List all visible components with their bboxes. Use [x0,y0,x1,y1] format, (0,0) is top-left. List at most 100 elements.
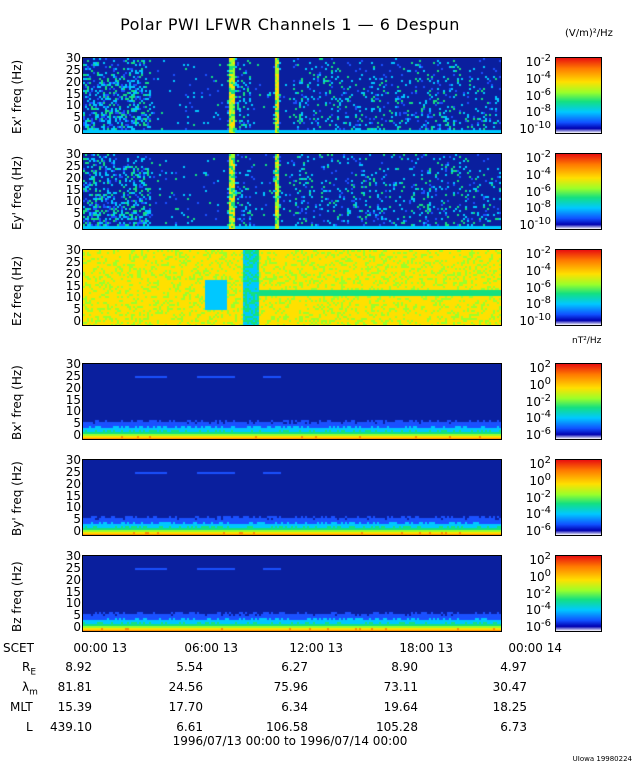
ephem-label-sub: m [29,687,38,698]
colorbar-tick-exponent: -6 [541,182,551,194]
colorbar-tick-exponent: 0 [544,567,551,579]
colorbar-tick-exponent: -2 [541,245,551,256]
colorbar-tick-base: 10 [525,490,542,505]
ephem-label-1: λm [22,680,38,697]
colorbar-tick-by-2: 10-2 [505,489,551,505]
spectrogram-ez [82,249,502,326]
ytick-bz-5: 5 [73,608,81,623]
colorbar-tick-exponent: -8 [541,103,551,115]
ytick-ey-30: 30 [65,147,81,161]
colorbar-tick-bz-0: 102 [505,551,551,567]
colorbar-tick-base: 10 [525,603,542,618]
spectrogram-image-bx [83,364,501,439]
ytick-bz-20: 20 [65,572,81,587]
ephem-label-2: MLT [10,700,33,714]
ytick-ex-5: 5 [73,110,81,125]
colorbar-tick-base: 10 [529,457,545,471]
xtick-1: 06:00 13 [184,641,238,655]
credit-label: UIowa 19980224 [572,755,632,763]
colorbar-tick-exponent: -6 [541,86,551,98]
colorbar-tick-base: 10 [525,586,542,601]
colorbar-tick-base: 10 [525,507,542,522]
ephem-value-1-4: 30.47 [492,680,527,694]
ephem-label-text: L [26,720,33,734]
ytick-ex-30: 30 [65,51,81,65]
ephem-label-3: L [26,720,33,734]
colorbar-tick-exponent: 0 [544,471,551,483]
ephem-value-2-0: 15.39 [57,700,92,714]
colorbar-tick-exponent: -4 [541,165,551,177]
colorbar-tick-ez-2: 10-6 [505,279,551,295]
ytick-ex-0: 0 [73,122,81,136]
ytick-by-20: 20 [65,476,81,491]
ephem-value-0-4: 4.97 [500,660,527,674]
colorbar-tick-bz-4: 10-6 [505,618,551,634]
colorbar-tick-base: 10 [525,263,542,278]
colorbar-tick-exponent: -2 [541,584,551,596]
spectrogram-by [82,459,502,536]
ephem-value-0-2: 6.27 [281,660,308,674]
colorbar-tick-base: 10 [525,524,542,538]
ytick-by-30: 30 [65,453,81,467]
ephem-value-2-1: 17.70 [168,700,203,714]
ephem-value-2-3: 19.64 [383,700,418,714]
xlabel-scet: SCET [3,641,34,655]
colorbar-tick-exponent: -4 [541,409,551,421]
colorbar-tick-base: 10 [519,122,535,136]
colorbar-tick-bx-1: 100 [505,376,551,392]
colorbar-tick-exponent: 0 [544,375,551,387]
colorbar-tick-base: 10 [529,473,545,488]
colorbar-tick-exponent: -4 [541,69,551,81]
ephem-label-text: R [22,660,31,674]
spectrogram-image-ex [83,58,501,133]
colorbar-tick-exponent: -4 [541,261,551,273]
ytick-bx-5: 5 [73,416,81,431]
ephem-value-3-4: 6.73 [500,720,527,734]
ytick-bz-25: 25 [65,560,81,575]
ylabel-bx: Bx' freq (Hz) [10,365,24,440]
spectrogram-image-ez [83,250,501,325]
colorbar-tick-base: 10 [529,569,545,584]
colorbar-tick-ex-0: 10-2 [505,53,551,69]
colorbar-tick-exponent: -6 [541,278,551,290]
b-field-colorbar-unit: nT²/Hz [572,336,602,346]
colorbar-tick-exponent: -10 [534,216,551,227]
ylabel-by: By' freq (Hz) [10,461,24,536]
ytick-ex-10: 10 [65,98,81,113]
colorbar-tick-base: 10 [525,55,542,69]
colorbar-tick-base: 10 [519,218,535,232]
colorbar-ey [555,153,602,230]
ephem-label-0: RE [22,660,36,677]
ytick-ey-10: 10 [65,194,81,209]
spectrogram-image-ey [83,154,501,229]
ytick-ey-5: 5 [73,206,81,221]
colorbar-tick-exponent: -10 [534,312,551,323]
colorbar-tick-exponent: -2 [541,392,551,404]
colorbar-tick-base: 10 [525,620,542,634]
ytick-ez-10: 10 [65,290,81,305]
xtick-0: 00:00 13 [73,641,127,655]
colorbar-tick-bx-4: 10-6 [505,426,551,442]
ytick-ez-20: 20 [65,266,81,281]
colorbar-tick-bz-1: 100 [505,568,551,584]
colorbar-tick-exponent: 2 [544,359,551,370]
ytick-bz-30: 30 [65,549,81,563]
colorbar-bz [555,555,602,632]
figure-title: Polar PWI LFWR Channels 1 — 6 Despun [120,15,460,34]
ytick-by-25: 25 [65,464,81,479]
colorbar-tick-ey-2: 10-6 [505,183,551,199]
ephem-value-2-2: 6.34 [281,700,308,714]
ephem-value-2-4: 18.25 [492,700,527,714]
ytick-by-5: 5 [73,512,81,527]
colorbar-ez [555,249,602,326]
ytick-ey-15: 15 [65,182,81,197]
ylabel-ez: Ez freq (Hz) [10,255,24,326]
colorbar-tick-base: 10 [525,184,542,199]
colorbar-tick-exponent: -10 [534,120,551,131]
colorbar-tick-ey-4: 10-10 [505,216,551,232]
ephem-value-1-3: 73.11 [383,680,418,694]
colorbar-tick-exponent: -8 [541,295,551,307]
colorbar-tick-base: 10 [519,314,535,328]
ytick-bx-30: 30 [65,357,81,371]
xtick-3: 18:00 13 [399,641,453,655]
